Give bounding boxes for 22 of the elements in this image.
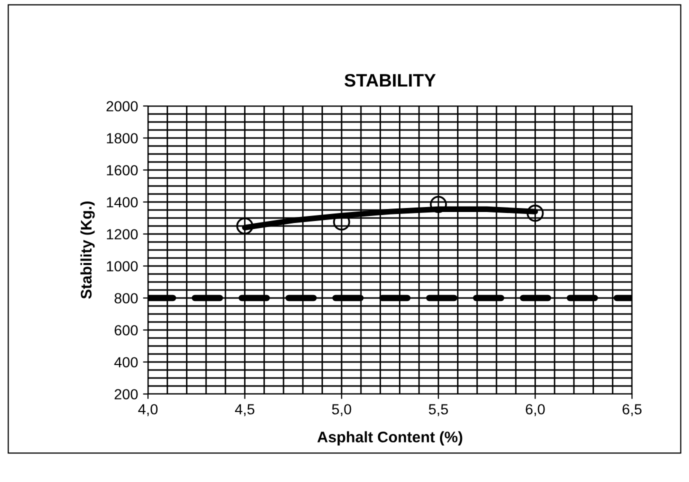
y-tick-label: 200	[114, 389, 138, 400]
x-tick-label: 4,0	[138, 404, 158, 416]
y-tick-label: 800	[114, 293, 138, 304]
y-tick-label: 1400	[106, 197, 138, 208]
y-axis-title: Stability (Kg.)	[80, 202, 95, 299]
x-tick-label: 5,0	[332, 404, 352, 416]
x-axis-title: Asphalt Content (%)	[317, 431, 462, 446]
x-tick-label: 4,5	[235, 404, 254, 416]
point	[236, 217, 254, 235]
y-tick-label: 2000	[106, 101, 138, 112]
x-tick-label: 5,5	[428, 404, 448, 416]
y-tick-label: 1600	[106, 165, 138, 176]
x-tick-label: 6,5	[622, 404, 642, 416]
y-tick-label: 600	[114, 325, 138, 336]
point	[526, 204, 544, 222]
y-tick-label: 1800	[106, 133, 138, 144]
y-tick-label: 1200	[106, 229, 138, 240]
y-tick-label: 1000	[106, 261, 138, 272]
x-tick-label: 6,0	[526, 404, 545, 416]
y-tick-label: 400	[114, 357, 138, 368]
point	[430, 196, 447, 213]
chart-title: STABILITY	[344, 74, 436, 87]
